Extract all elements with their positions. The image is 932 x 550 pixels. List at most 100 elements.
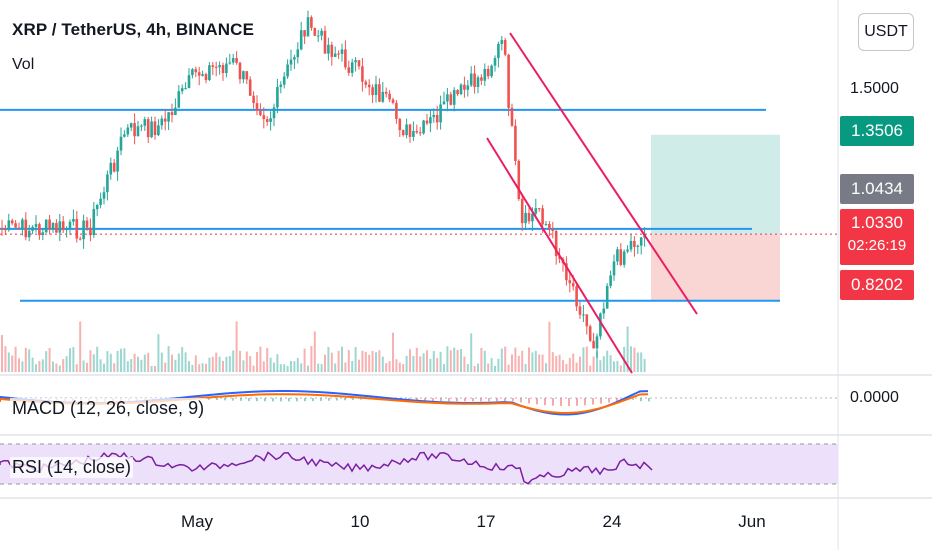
candle-body: [157, 125, 160, 136]
volume-bar: [62, 359, 65, 372]
candle-body: [425, 120, 429, 124]
macd-hist-bar: [448, 398, 450, 402]
candle-body: [520, 198, 524, 224]
macd-hist-bar: [536, 398, 538, 405]
candle-body: [10, 220, 14, 224]
candle-body: [565, 263, 568, 281]
volume-bar: [582, 347, 585, 372]
macd-hist-bar: [576, 398, 578, 406]
candle-body: [129, 123, 133, 128]
candle-body: [340, 49, 344, 54]
volume-bar: [273, 362, 275, 372]
candle-body: [463, 84, 466, 90]
macd-hist-bar: [616, 398, 618, 402]
volume-bar: [327, 347, 330, 372]
candle-body: [582, 314, 585, 316]
candle-body: [490, 65, 493, 77]
macd-hist-bar: [344, 398, 346, 401]
candle-body: [446, 94, 449, 102]
volume-bar: [235, 321, 238, 372]
macd-hist-bar: [568, 398, 570, 406]
macd-hist-bar: [496, 398, 498, 402]
candle-body: [24, 219, 28, 238]
candle-body: [575, 286, 578, 307]
candle-body: [384, 91, 388, 94]
volume-bar: [205, 363, 207, 372]
candle-body: [527, 212, 531, 222]
candle-body: [629, 240, 633, 250]
volume-bar: [133, 353, 136, 372]
candle-body: [269, 118, 272, 122]
volume-bar: [1, 334, 3, 372]
candle-body: [316, 35, 320, 37]
macd-hist-bar: [224, 398, 226, 401]
candle-body: [327, 44, 330, 54]
volume-bar: [633, 347, 636, 372]
candle-body: [588, 326, 592, 341]
volume-bar: [225, 356, 228, 372]
currency-button[interactable]: USDT: [858, 13, 914, 51]
volume-bar: [307, 365, 309, 372]
candle-body: [435, 115, 439, 123]
volume-bar: [534, 350, 537, 372]
volume-bar: [426, 350, 428, 372]
volume-bar: [188, 361, 190, 372]
candle-body: [17, 227, 21, 229]
volume-bar: [487, 363, 490, 372]
volume-bar: [310, 346, 313, 372]
candle-body: [503, 40, 507, 55]
candle-body: [112, 162, 116, 172]
macd-hist-bar: [560, 398, 562, 406]
volume-bar: [4, 346, 7, 372]
candle-body: [541, 208, 544, 225]
volume-bar: [157, 334, 160, 372]
candle-body: [119, 136, 123, 151]
candle-body: [140, 125, 143, 127]
candle-body: [347, 67, 351, 73]
volume-bar: [55, 363, 58, 372]
candle-body: [333, 53, 337, 57]
volume-bar: [439, 351, 442, 372]
candle-body: [616, 249, 619, 262]
time-label-17: 17: [476, 512, 496, 531]
macd-hist-bar: [312, 398, 314, 402]
candle-body: [357, 60, 361, 67]
time-label-may: May: [180, 512, 214, 531]
volume-bar: [82, 360, 85, 372]
volume-bar: [330, 352, 333, 372]
volume-bar: [402, 364, 405, 372]
macd-hist-bar: [632, 398, 634, 400]
macd-label[interactable]: MACD (12, 26, close, 9): [10, 398, 207, 419]
volume-bar: [613, 361, 615, 372]
volume-bar: [558, 354, 561, 372]
volume-bar: [538, 354, 541, 372]
candle-body: [255, 103, 259, 111]
macd-hist-bar: [296, 398, 298, 402]
candle-body: [126, 127, 130, 135]
rsi-label[interactable]: RSI (14, close): [10, 457, 134, 478]
volume-bar: [184, 352, 187, 372]
volume-bar: [446, 346, 449, 372]
macd-hist-bar: [304, 398, 306, 402]
candle-body: [548, 223, 551, 230]
candle-body: [483, 68, 487, 81]
candle-body: [187, 75, 191, 89]
candle-body: [286, 64, 289, 77]
candle-body: [136, 126, 140, 137]
candle-body: [27, 230, 31, 238]
candle-body: [480, 77, 483, 81]
volume-bar: [218, 356, 221, 372]
volume-bar: [52, 361, 54, 372]
macd-hist-bar: [472, 398, 474, 402]
target-price-label: 1.3506: [840, 116, 914, 146]
volume-bar: [99, 359, 102, 372]
macd-hist-bar: [288, 398, 290, 402]
volume-bar: [453, 347, 456, 372]
volume-bar: [409, 349, 411, 372]
macd-hist-bar: [240, 398, 242, 401]
volume-bar: [517, 355, 520, 372]
volume-bar: [443, 364, 445, 372]
candle-body: [211, 65, 215, 67]
candle-body: [282, 76, 286, 85]
